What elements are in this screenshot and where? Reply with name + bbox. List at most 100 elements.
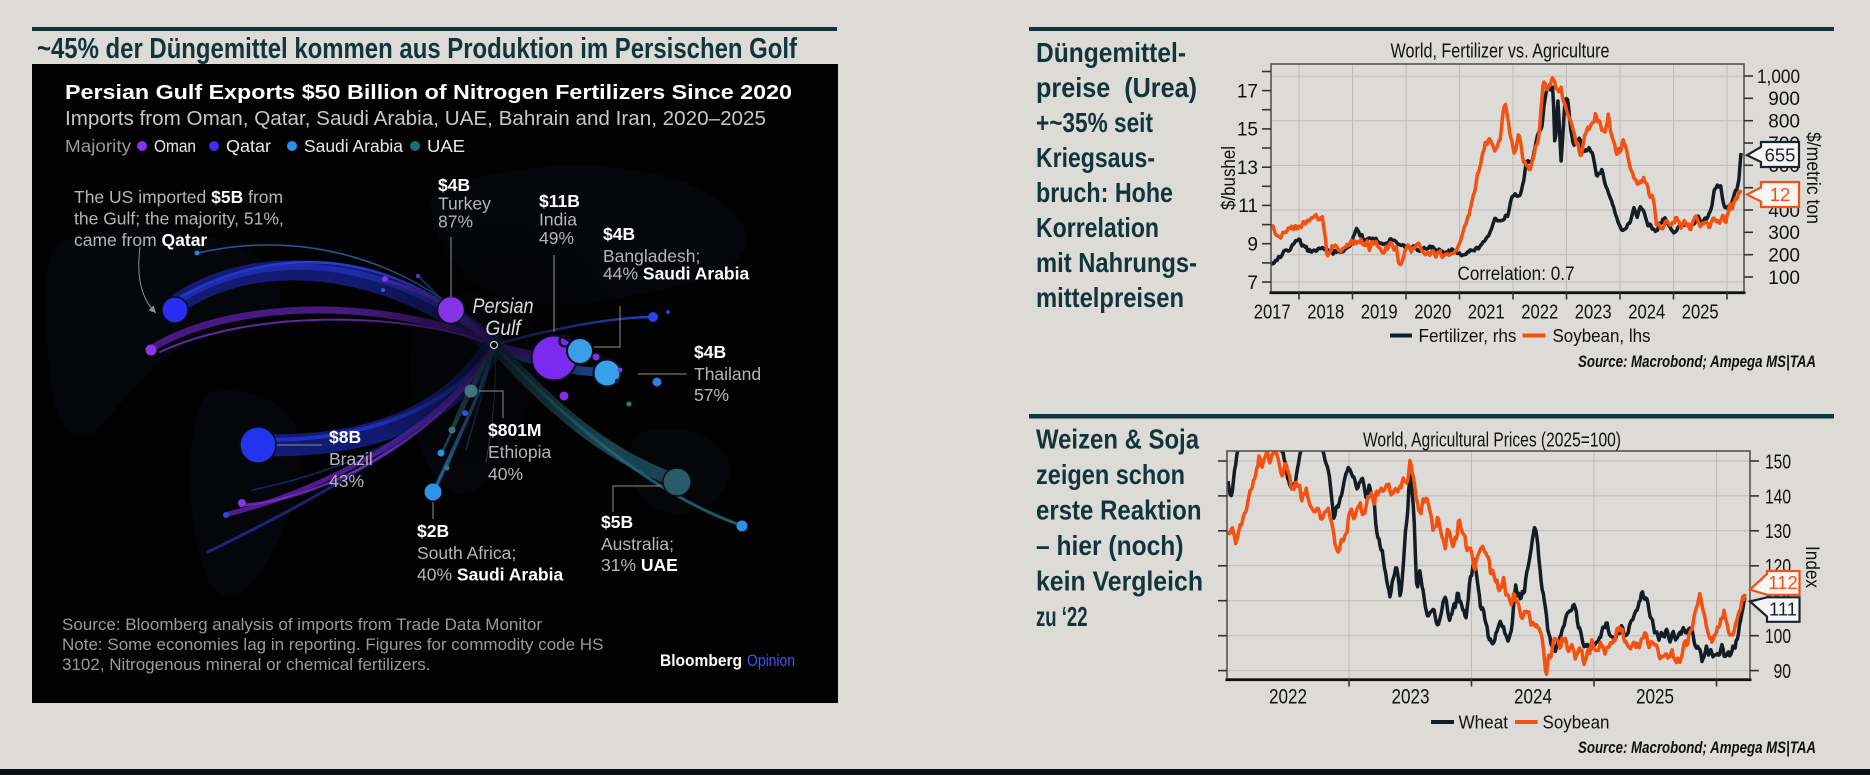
svg-text:Index: Index <box>1801 546 1823 588</box>
svg-text:$11B: $11B <box>539 191 580 211</box>
svg-text:mittelpreisen: mittelpreisen <box>1036 282 1184 313</box>
svg-text:+~35% seit: +~35% seit <box>1036 107 1153 138</box>
svg-text:2020: 2020 <box>1414 302 1451 324</box>
svg-text:2022: 2022 <box>1521 302 1558 324</box>
svg-text:57%: 57% <box>694 385 729 405</box>
svg-text:Fertilizer, rhs: Fertilizer, rhs <box>1419 326 1517 346</box>
svg-text:2024: 2024 <box>1628 302 1665 324</box>
svg-text:2022: 2022 <box>1269 686 1307 709</box>
svg-text:12: 12 <box>1770 184 1791 205</box>
svg-text:2025: 2025 <box>1682 302 1719 324</box>
svg-text:2017: 2017 <box>1254 302 1291 324</box>
svg-text:112: 112 <box>1768 572 1798 593</box>
svg-text:Turkey: Turkey <box>438 194 491 214</box>
svg-text:South Africa;: South Africa; <box>417 543 516 563</box>
svg-text:150: 150 <box>1765 451 1791 473</box>
svg-text:zeigen schon: zeigen schon <box>1036 459 1185 490</box>
svg-text:300: 300 <box>1768 223 1800 244</box>
svg-text:100: 100 <box>1768 268 1800 289</box>
svg-text:Wheat: Wheat <box>1459 713 1509 733</box>
svg-text:Source: Macrobond; Ampega MS|T: Source: Macrobond; Ampega MS|TAA <box>1578 353 1816 371</box>
svg-text:49%: 49% <box>539 228 574 248</box>
svg-text:3102, Nitrogenous mineral or c: 3102, Nitrogenous mineral or chemical fe… <box>62 655 431 674</box>
svg-text:$4B: $4B <box>603 224 635 244</box>
svg-text:15: 15 <box>1237 120 1258 141</box>
svg-text:Bangladesh;: Bangladesh; <box>603 246 700 266</box>
svg-text:World, Agricultural Prices (20: World, Agricultural Prices (2025=100) <box>1363 430 1621 452</box>
svg-text:zu ‘22: zu ‘22 <box>1036 601 1088 632</box>
svg-text:UAE: UAE <box>427 136 465 156</box>
svg-text:140: 140 <box>1765 486 1791 508</box>
svg-text:9: 9 <box>1247 235 1258 256</box>
svg-text:– hier (noch): – hier (noch) <box>1036 530 1184 561</box>
svg-text:11: 11 <box>1238 196 1258 217</box>
svg-text:erste Reaktion: erste Reaktion <box>1036 495 1202 526</box>
svg-text:13: 13 <box>1237 158 1258 179</box>
svg-text:Soybean: Soybean <box>1543 713 1610 733</box>
svg-text:Qatar: Qatar <box>226 136 271 156</box>
svg-text:Thailand: Thailand <box>694 364 761 384</box>
svg-text:40% Saudi Arabia: 40% Saudi Arabia <box>417 565 563 585</box>
svg-text:Oman: Oman <box>154 136 196 156</box>
svg-text:Düngemittel-: Düngemittel- <box>1036 37 1186 68</box>
svg-text:kein Vergleich: kein Vergleich <box>1036 566 1203 597</box>
svg-text:the Gulf; the majority, 51%,: the Gulf; the majority, 51%, <box>74 209 284 229</box>
svg-text:200: 200 <box>1768 246 1800 267</box>
svg-text:Source: Bloomberg analysis of: Source: Bloomberg analysis of imports fr… <box>62 615 542 634</box>
svg-text:Bloomberg: Bloomberg <box>660 652 742 670</box>
svg-text:The US imported $5B from: The US imported $5B from <box>74 187 283 207</box>
svg-text:bruch: Hohe: bruch: Hohe <box>1036 177 1173 208</box>
svg-text:655: 655 <box>1765 145 1796 166</box>
svg-text:India: India <box>539 210 577 230</box>
svg-text:Majority: Majority <box>65 136 131 156</box>
svg-text:800: 800 <box>1768 112 1800 133</box>
svg-text:111: 111 <box>1769 599 1797 620</box>
svg-text:Australia;: Australia; <box>601 534 674 554</box>
svg-text:preise (Urea): preise (Urea) <box>1036 72 1197 103</box>
svg-text:$4B: $4B <box>694 342 726 362</box>
svg-text:7: 7 <box>1247 273 1258 294</box>
svg-text:Ethiopia: Ethiopia <box>488 442 552 462</box>
svg-text:130: 130 <box>1765 521 1791 543</box>
svg-text:$8B: $8B <box>329 427 361 447</box>
svg-text:Persian Gulf Exports $50 Billi: Persian Gulf Exports $50 Billion of Nitr… <box>65 82 792 104</box>
svg-text:31% UAE: 31% UAE <box>601 555 678 575</box>
svg-text:2021: 2021 <box>1468 302 1505 324</box>
svg-text:$/bushel: $/bushel <box>1219 146 1240 210</box>
svg-text:1,000: 1,000 <box>1757 67 1800 88</box>
svg-text:$/metric ton: $/metric ton <box>1802 132 1823 224</box>
svg-text:World, Fertilizer vs. Agricult: World, Fertilizer vs. Agriculture <box>1391 41 1610 63</box>
svg-text:~45% der Düngemittel kommen au: ~45% der Düngemittel kommen aus Produkti… <box>37 33 797 65</box>
svg-text:2023: 2023 <box>1392 686 1430 709</box>
svg-text:2018: 2018 <box>1307 302 1344 324</box>
svg-text:Kriegsaus-: Kriegsaus- <box>1036 142 1155 173</box>
svg-text:90: 90 <box>1774 661 1792 683</box>
svg-text:87%: 87% <box>438 212 473 232</box>
svg-text:40%: 40% <box>488 464 523 484</box>
svg-text:2019: 2019 <box>1361 302 1398 324</box>
svg-text:2025: 2025 <box>1636 686 1674 709</box>
svg-text:Korrelation: Korrelation <box>1036 212 1159 243</box>
svg-text:Gulf: Gulf <box>486 317 523 340</box>
svg-text:900: 900 <box>1768 89 1800 110</box>
svg-text:Persian: Persian <box>473 295 534 318</box>
svg-text:$4B: $4B <box>438 175 470 195</box>
svg-text:44% Saudi Arabia: 44% Saudi Arabia <box>603 264 749 284</box>
svg-text:Soybean, lhs: Soybean, lhs <box>1553 326 1651 346</box>
svg-text:Source: Macrobond; Ampega MS|T: Source: Macrobond; Ampega MS|TAA <box>1578 739 1816 757</box>
svg-text:Opinion: Opinion <box>747 652 795 670</box>
svg-text:100: 100 <box>1765 626 1791 648</box>
svg-text:17: 17 <box>1237 81 1258 102</box>
svg-text:2023: 2023 <box>1575 302 1612 324</box>
svg-text:2024: 2024 <box>1514 686 1552 709</box>
svg-text:Saudi Arabia: Saudi Arabia <box>304 136 403 156</box>
svg-text:Correlation: 0.7: Correlation: 0.7 <box>1458 264 1575 285</box>
svg-text:43%: 43% <box>329 471 364 491</box>
svg-text:$2B: $2B <box>417 521 449 541</box>
svg-text:Note: Some economies lag in re: Note: Some economies lag in reporting. F… <box>62 635 603 654</box>
svg-text:mit Nahrungs-: mit Nahrungs- <box>1036 247 1197 278</box>
svg-text:Brazil: Brazil <box>329 449 373 469</box>
svg-text:came from Qatar: came from Qatar <box>74 230 207 250</box>
svg-text:$5B: $5B <box>601 512 633 532</box>
svg-text:$801M: $801M <box>488 420 542 440</box>
